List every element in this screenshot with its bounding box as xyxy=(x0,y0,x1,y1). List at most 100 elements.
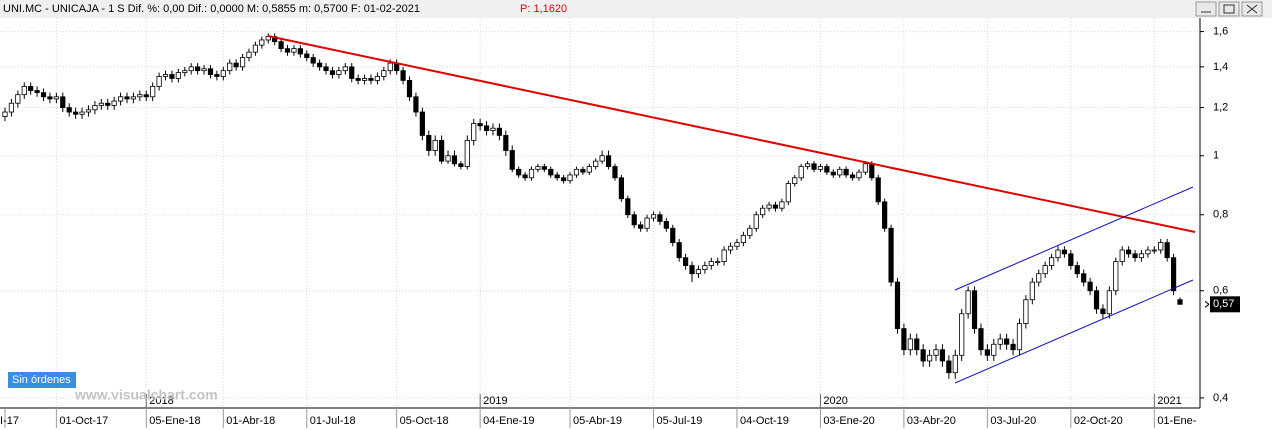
candle-body xyxy=(644,217,650,229)
candle-body xyxy=(650,214,657,219)
window-buttons[interactable] xyxy=(1195,1,1263,17)
candle-body xyxy=(233,62,239,68)
candle-body xyxy=(657,214,663,222)
candle-body xyxy=(355,78,361,81)
candle-body xyxy=(715,261,721,263)
candle-body xyxy=(310,57,316,64)
candle-body xyxy=(2,111,8,117)
candle-body xyxy=(849,174,856,179)
candle-body xyxy=(471,123,477,141)
candle-body xyxy=(907,338,913,351)
candle-body xyxy=(605,155,612,167)
candle-body xyxy=(516,168,522,176)
candle-body xyxy=(939,349,946,362)
candle-body xyxy=(156,76,162,87)
candle-body xyxy=(997,338,1003,345)
candle-body xyxy=(79,111,85,115)
x-tick-label: I-17 xyxy=(0,415,19,427)
candle-body xyxy=(541,166,547,170)
header-title: UNI.MC - UNICAJA - 1 S Dif. %: 0,00 Dif.… xyxy=(3,3,420,15)
candle-body xyxy=(317,62,323,68)
candle-body xyxy=(663,221,669,229)
x-tick-label: 01-Abr-18 xyxy=(226,415,275,427)
candle-body xyxy=(503,135,509,151)
candle-body xyxy=(894,281,901,329)
candle-body xyxy=(40,92,47,98)
candle-body xyxy=(869,163,875,179)
candle-body xyxy=(1093,290,1100,310)
candle-body xyxy=(638,224,644,229)
candle-body xyxy=(734,242,740,247)
candle-body xyxy=(830,171,836,176)
y-tick-label: 0,8 xyxy=(1213,209,1228,221)
candle-body xyxy=(169,74,175,79)
candle-body xyxy=(528,168,535,179)
candle-body xyxy=(246,51,252,58)
candle-body xyxy=(21,86,27,96)
candle-body xyxy=(451,155,458,165)
candle-body xyxy=(554,174,560,179)
candle-body xyxy=(239,57,246,68)
candle-body xyxy=(47,96,53,100)
candle-body xyxy=(843,168,849,176)
candle-body xyxy=(1061,249,1068,255)
candle-body xyxy=(695,269,702,275)
candle-body xyxy=(824,166,830,173)
candle-body xyxy=(105,102,111,106)
y-tick-label: 1,6 xyxy=(1213,25,1228,37)
candle-body xyxy=(952,354,958,374)
candle-body xyxy=(959,313,965,356)
candle-body xyxy=(631,214,637,226)
candle-body xyxy=(753,214,759,229)
candle-body xyxy=(1036,273,1042,283)
candle-body xyxy=(92,104,98,111)
orders-button-label[interactable]: Sin órdenes xyxy=(12,374,71,386)
candle-body xyxy=(708,261,714,266)
year-label: 2019 xyxy=(483,395,507,407)
candle-body xyxy=(914,338,920,351)
candle-body xyxy=(1113,261,1119,292)
candle-body xyxy=(683,257,689,266)
x-tick-label: 05-Jul-19 xyxy=(656,415,702,427)
minimize-button[interactable] xyxy=(1195,1,1217,17)
header-price: P: 1,1620 xyxy=(520,3,567,15)
candle-body xyxy=(477,123,483,127)
candle-body xyxy=(201,68,207,72)
candle-body xyxy=(561,177,567,182)
candle-body xyxy=(85,109,92,113)
candle-body xyxy=(1119,249,1125,262)
icon xyxy=(1246,4,1258,14)
candle-body xyxy=(1145,249,1151,255)
candle-body xyxy=(220,70,226,77)
candle-body xyxy=(779,201,785,209)
candle-body xyxy=(98,102,104,106)
candle-body xyxy=(28,86,34,91)
candle-body xyxy=(137,94,143,98)
candle-body xyxy=(195,66,201,72)
icon xyxy=(1223,4,1235,14)
candle-body xyxy=(227,62,233,72)
candle-body xyxy=(464,139,470,167)
candle-body xyxy=(509,150,515,170)
candle-body xyxy=(304,53,310,58)
channel-upper xyxy=(954,186,1194,291)
candle-body xyxy=(1029,281,1035,301)
candle-body xyxy=(111,100,117,106)
candle-body xyxy=(882,201,888,229)
candle-body xyxy=(984,349,990,356)
candle-body xyxy=(548,168,554,176)
candle-body xyxy=(875,177,881,203)
orders-button[interactable] xyxy=(8,372,76,388)
x-tick-label: 01-Ene- xyxy=(1157,415,1196,427)
x-tick-label: 03-Jul-20 xyxy=(990,415,1036,427)
candle-body xyxy=(130,96,137,100)
channel-lower xyxy=(954,279,1194,384)
candle-body xyxy=(1164,242,1170,259)
x-tick-label: 05-Oct-18 xyxy=(400,415,449,427)
candle-body xyxy=(439,139,445,162)
maximize-button[interactable] xyxy=(1218,1,1240,17)
y-tick-label: 1 xyxy=(1213,150,1219,162)
candle-body xyxy=(252,44,259,53)
trend-line xyxy=(267,35,1196,233)
candle-body xyxy=(1074,265,1080,275)
